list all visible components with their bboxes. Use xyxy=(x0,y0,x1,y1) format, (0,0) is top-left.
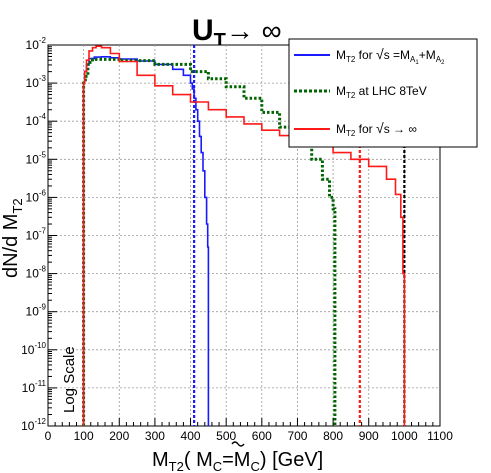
y-tick-label-4: 10-8 xyxy=(26,265,47,281)
legend-3-text: for xyxy=(355,122,376,136)
chart-title-suffix: → ∞ xyxy=(226,15,282,46)
chart-title-main: U xyxy=(192,14,214,47)
legend-1-sub: T2 xyxy=(346,55,356,64)
series-line-1 xyxy=(82,57,337,426)
x-tick-label-10: 1000 xyxy=(391,429,418,443)
x-tick-label-3: 300 xyxy=(145,429,165,443)
log-scale-annotation: Log Scale xyxy=(61,346,78,413)
x-axis-label-mid: ( xyxy=(184,449,196,471)
legend-entry-1: MT2 for √s =MA1+MA2 xyxy=(336,46,445,66)
y-tick-label-2: 10-10 xyxy=(21,341,46,357)
x-tick-label-6: 600 xyxy=(252,429,272,443)
y-tick-label-8: 10-4 xyxy=(26,112,47,128)
x-tick-label-7: 700 xyxy=(287,429,307,443)
legend-1-text: for xyxy=(355,48,376,62)
x-axis-label-sub2: C xyxy=(213,459,222,473)
legend-3-pre: M xyxy=(336,122,346,136)
x-axis-label-tilde-m: M xyxy=(196,449,213,471)
x-axis-label-post: ) [GeV] xyxy=(260,449,323,471)
legend-2-text: at LHC 8TeV xyxy=(355,84,426,98)
y-tick-label-7: 10-5 xyxy=(26,150,47,166)
y-tick-label-5: 10-7 xyxy=(26,227,47,243)
legend-3-tail: s → ∞ xyxy=(384,122,417,136)
y-tick-label-10: 10-2 xyxy=(26,36,47,52)
legend-1-tail: s =M xyxy=(384,48,410,62)
legend-1-s2: A xyxy=(436,55,442,64)
series-line-2 xyxy=(82,45,406,426)
y-tick-label-3: 10-9 xyxy=(26,303,47,319)
legend-2-sub: T2 xyxy=(346,91,356,100)
legend-3-sub: T2 xyxy=(346,129,356,138)
y-axis-ticks: 10-12 10-11 10-10 10-9 10-8 10-7 10-6 10-5 10-4 1… xyxy=(21,36,57,433)
legend-2-pre: M xyxy=(336,84,346,98)
x-axis-label-pre: M xyxy=(152,449,169,471)
y-tick-label-9: 10-3 xyxy=(26,74,47,90)
y-tick-label-1: 10-11 xyxy=(22,379,47,395)
x-tick-label-1: 100 xyxy=(74,429,94,443)
legend-entry-2: MT2 at LHC 8TeV xyxy=(336,84,427,100)
legend-1-ss1: 1 xyxy=(415,60,419,66)
x-tick-label-8: 800 xyxy=(323,429,343,443)
y-tick-label-0: 10-12 xyxy=(21,417,46,433)
legend: MT2 for √s =MA1+MA2 MT2 at LHC 8TeV MT2 … xyxy=(288,38,478,148)
legend-1-ss2: 2 xyxy=(441,60,445,66)
x-tick-label-5: 500 xyxy=(216,429,236,443)
legend-entry-3: MT2 for √s → ∞ xyxy=(336,120,417,138)
x-tick-label-4: 400 xyxy=(181,429,201,443)
y-axis-label-sub: T2 xyxy=(10,198,25,213)
x-tick-label-0: 0 xyxy=(45,429,52,443)
legend-1-s1: A xyxy=(410,55,416,64)
x-axis-label: MT2( MC=MC) [GeV] xyxy=(152,449,323,473)
x-tick-label-9: 900 xyxy=(359,429,379,443)
series-group xyxy=(82,45,406,426)
y-axis-label-pre: dN/d M xyxy=(0,214,22,278)
series-line-0 xyxy=(82,56,210,426)
y-axis-label: dN/d MT2 xyxy=(0,198,25,278)
x-tick-label-2: 200 xyxy=(109,429,129,443)
y-tick-label-6: 10-6 xyxy=(26,188,47,204)
x-axis-label-eq: =M xyxy=(222,449,250,471)
x-axis-label-sub1: T2 xyxy=(169,459,184,473)
x-tick-label-11: 1100 xyxy=(427,429,453,443)
legend-3-sqrt: √ xyxy=(376,120,384,136)
x-axis-label-sub3: C xyxy=(250,459,259,473)
x-axis-ticks: 0 100 200 300 400 500 600 700 800 900 1000 1100 xyxy=(45,418,453,443)
chart-title: UT→ ∞ xyxy=(192,14,282,52)
legend-1-sqrt: √ xyxy=(376,46,384,62)
tilde-mark xyxy=(231,441,245,447)
legend-1-plus: +M xyxy=(419,48,436,62)
legend-1-pre: M xyxy=(336,48,346,62)
